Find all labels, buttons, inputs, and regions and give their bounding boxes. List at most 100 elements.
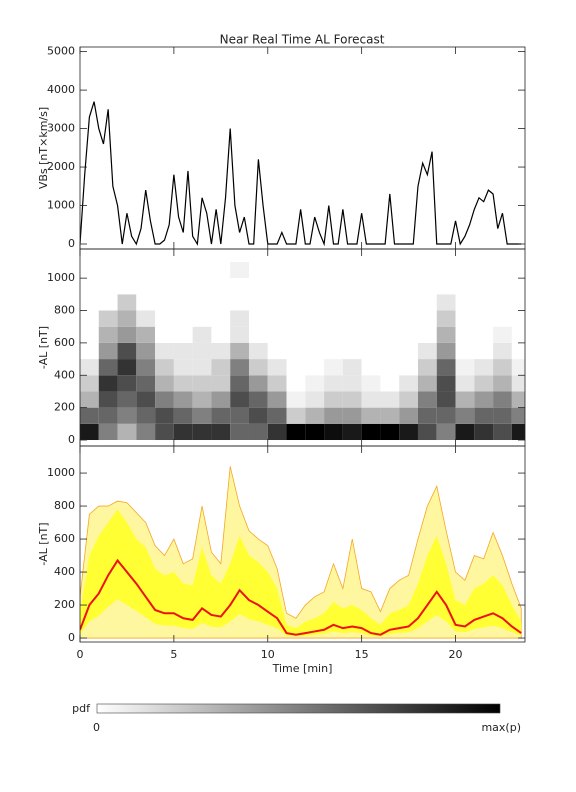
pdf-cell — [455, 294, 475, 311]
pdf-cell — [436, 423, 456, 441]
pdf-cell — [342, 375, 362, 392]
pdf-cell — [342, 294, 362, 311]
y-tick-label: 0 — [68, 237, 75, 250]
pdf-cell — [211, 326, 231, 343]
pdf-cell — [380, 391, 400, 408]
pdf-cell — [211, 278, 231, 295]
pdf-cell — [361, 261, 381, 279]
pdf-cell — [248, 391, 268, 408]
pdf-cell — [117, 294, 137, 311]
pdf-cell — [380, 359, 400, 376]
pdf-cell — [267, 423, 287, 441]
pdf-cell — [80, 278, 99, 295]
pdf-cell — [342, 310, 362, 327]
pdf-cell — [324, 261, 343, 279]
pdf-cell — [267, 342, 287, 360]
pdf-cell — [267, 310, 287, 327]
pdf-cell — [417, 261, 437, 279]
y-tick-label: 800 — [54, 304, 75, 317]
pdf-cell — [324, 326, 343, 343]
pdf-cell — [493, 261, 512, 279]
pdf-cell — [305, 342, 325, 360]
pdf-cell — [98, 278, 118, 295]
pdf-cell — [455, 375, 475, 392]
y-tick-label: 1000 — [47, 199, 75, 212]
pdf-cell — [155, 310, 174, 327]
pdf-cell — [361, 423, 381, 441]
pdf-cell — [417, 326, 437, 343]
pdf-cell — [155, 342, 174, 360]
pdf-cell — [361, 359, 381, 376]
pdf-cell — [136, 261, 156, 279]
y-tick-label: 400 — [54, 368, 75, 381]
pdf-cell — [155, 294, 174, 311]
pdf-cell — [248, 375, 268, 392]
colorbar-low: 0 — [93, 721, 100, 734]
y-tick-label: 200 — [54, 401, 75, 414]
y-axis-label: VBs [nT×km/s] — [37, 107, 50, 189]
pdf-cell — [399, 294, 418, 311]
pdf-cell — [80, 310, 99, 327]
pdf-cell — [98, 407, 118, 424]
pdf-cell — [417, 278, 437, 295]
pdf-cell — [305, 310, 325, 327]
pdf-cell — [455, 261, 475, 279]
pdf-cell — [286, 407, 306, 424]
pdf-cell — [474, 261, 494, 279]
pdf-cell — [511, 407, 525, 424]
pdf-cell — [80, 261, 99, 279]
pdf-cell — [117, 261, 137, 279]
plot-area — [80, 261, 525, 441]
pdf-cell — [98, 342, 118, 360]
pdf-cell — [417, 391, 437, 408]
pdf-cell — [417, 375, 437, 392]
pdf-cell — [80, 294, 99, 311]
pdf-cell — [455, 342, 475, 360]
pdf-cell — [380, 294, 400, 311]
x-tick-label: 20 — [449, 648, 463, 661]
pdf-cell — [117, 391, 137, 408]
pdf-cell — [324, 278, 343, 295]
pdf-cell — [248, 326, 268, 343]
pdf-cell — [324, 375, 343, 392]
pdf-cell — [417, 359, 437, 376]
y-tick-label: 400 — [54, 565, 75, 578]
pdf-cell — [324, 423, 343, 441]
x-tick-label: 15 — [355, 648, 369, 661]
pdf-cell — [192, 278, 212, 295]
pdf-cell — [80, 359, 99, 376]
pdf-cell — [324, 407, 343, 424]
pdf-cell — [173, 310, 193, 327]
pdf-cell — [474, 423, 494, 441]
pdf-cell — [211, 391, 231, 408]
pdf-cell — [305, 278, 325, 295]
pdf-cell — [192, 359, 212, 376]
pdf-cell — [211, 310, 231, 327]
pdf-cell — [173, 326, 193, 343]
pdf-cell — [230, 278, 249, 295]
pdf-cell — [436, 391, 456, 408]
pdf-cell — [342, 261, 362, 279]
pdf-cell — [511, 261, 525, 279]
pdf-cell — [136, 326, 156, 343]
pdf-cell — [399, 261, 418, 279]
pdf-cell — [399, 359, 418, 376]
pdf-cell — [98, 359, 118, 376]
y-tick-label: 600 — [54, 532, 75, 545]
pdf-cell — [173, 278, 193, 295]
pdf-cell — [361, 294, 381, 311]
pdf-cell — [98, 375, 118, 392]
pdf-cell — [436, 359, 456, 376]
pdf-cell — [474, 294, 494, 311]
pdf-cell — [80, 342, 99, 360]
pdf-cell — [436, 375, 456, 392]
pdf-cell — [324, 294, 343, 311]
pdf-cell — [230, 375, 249, 392]
pdf-cell — [361, 310, 381, 327]
pdf-cell — [493, 294, 512, 311]
pdf-cell — [173, 407, 193, 424]
pdf-cell — [155, 278, 174, 295]
pdf-cell — [511, 342, 525, 360]
pdf-cell — [230, 326, 249, 343]
